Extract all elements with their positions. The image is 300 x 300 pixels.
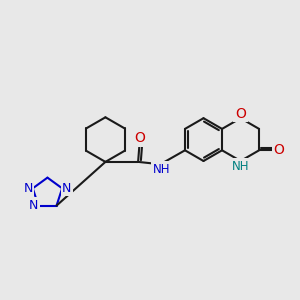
Text: N: N [62, 182, 71, 195]
Text: NH: NH [232, 160, 249, 173]
Text: O: O [235, 107, 246, 121]
Text: O: O [273, 143, 284, 157]
Text: N: N [23, 182, 33, 195]
Text: NH: NH [153, 163, 171, 176]
Text: O: O [134, 131, 145, 146]
Text: N: N [29, 199, 38, 212]
